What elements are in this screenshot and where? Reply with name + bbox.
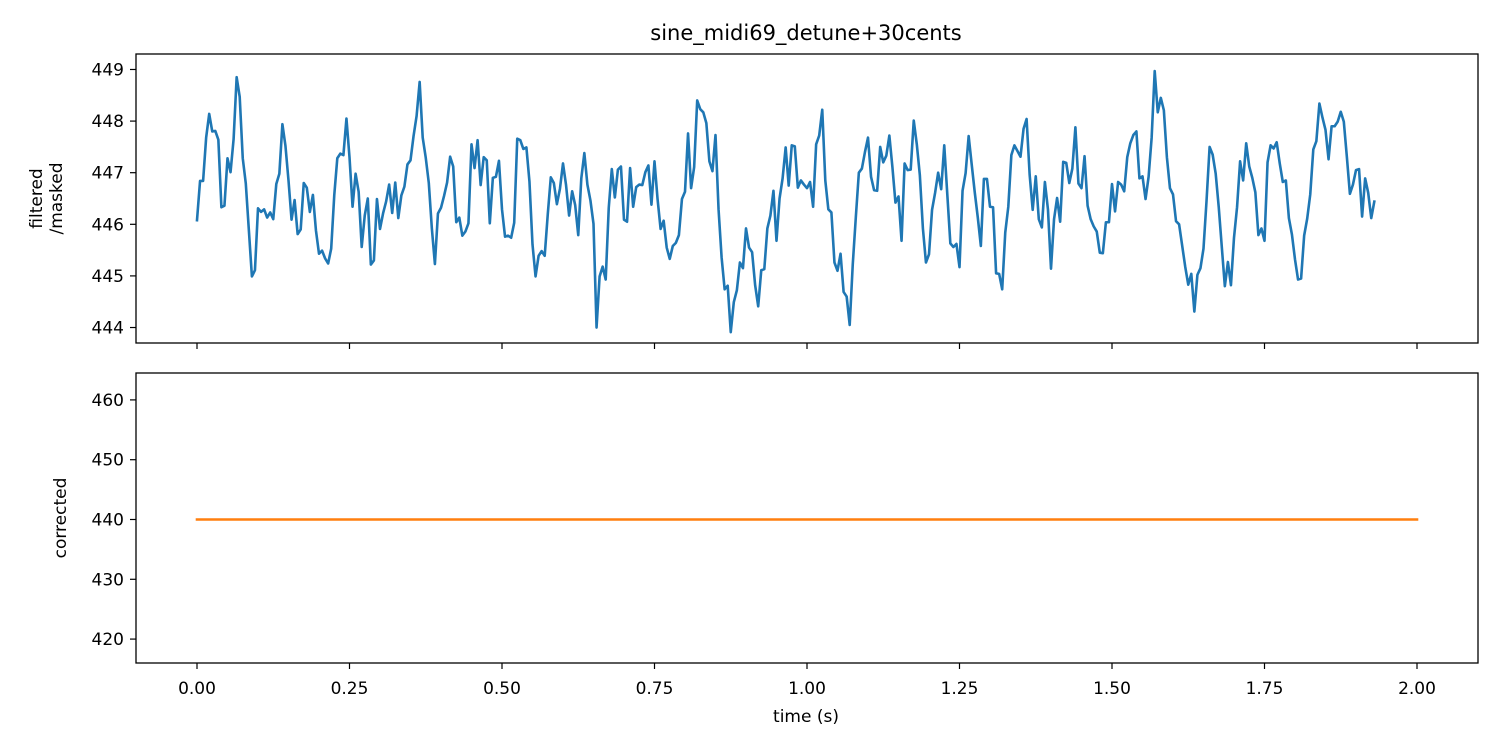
y-tick-label: 447 xyxy=(92,164,124,184)
chart-title: sine_midi69_detune+30cents xyxy=(650,21,961,46)
y-tick-label: 445 xyxy=(92,267,124,287)
y-tick-label: 460 xyxy=(92,391,124,411)
bottom-panel: 420 430 440 450 460 0.00 0.25 0.50 0.75 1.00 1.25 1… xyxy=(51,372,1479,699)
y-tick-label: 444 xyxy=(92,319,124,339)
y-tick-label: 448 xyxy=(92,112,124,132)
y-tick-label: 449 xyxy=(92,60,124,80)
x-tick-label: 0.00 xyxy=(178,679,216,699)
y-axis-label: /masked xyxy=(47,162,67,234)
x-tick-label: 1.00 xyxy=(788,679,826,699)
x-tick-label: 1.25 xyxy=(941,679,979,699)
y-tick-label: 440 xyxy=(92,510,124,530)
y-tick-label: 430 xyxy=(92,570,124,590)
x-tick-label: 1.50 xyxy=(1093,679,1131,699)
y-tick-label: 420 xyxy=(92,630,124,650)
y-tick-label: 450 xyxy=(92,451,124,471)
x-axis-label: time (s) xyxy=(773,707,839,727)
y-axis-label: filtered xyxy=(27,168,47,228)
top-panel: 444 445 446 447 448 449 filtered/masked xyxy=(27,53,1479,349)
y-tick-label: 446 xyxy=(92,215,124,235)
x-tick-label: 1.75 xyxy=(1246,679,1284,699)
y-axis-label: corrected xyxy=(51,478,71,559)
x-tick-label: 0.50 xyxy=(483,679,521,699)
x-tick-label: 2.00 xyxy=(1398,679,1436,699)
series-line-0 xyxy=(195,69,1376,334)
x-tick-label: 0.25 xyxy=(331,679,369,699)
x-tick-label: 0.75 xyxy=(636,679,674,699)
